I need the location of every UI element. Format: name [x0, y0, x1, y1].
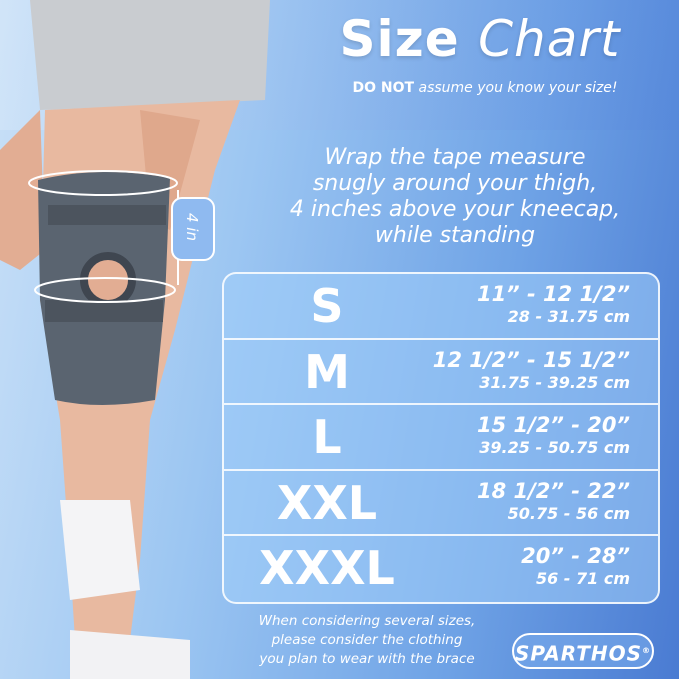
size-row: S 11” - 12 1/2” 28 - 31.75 cm [224, 274, 658, 340]
size-inches: 15 1/2” - 20” [476, 413, 630, 438]
size-row: L 15 1/2” - 20” 39.25 - 50.75 cm [224, 405, 658, 471]
title-light: Chart [478, 10, 621, 68]
title-bold: Size [339, 10, 460, 68]
page-title: Size Chart [300, 10, 660, 68]
size-cm: 31.75 - 39.25 cm [479, 372, 630, 392]
leg-with-knee-brace-photo [0, 0, 270, 679]
size-label: S [310, 279, 344, 333]
size-cm: 39.25 - 50.75 cm [479, 438, 630, 458]
size-row: M 12 1/2” - 15 1/2” 31.75 - 39.25 cm [224, 340, 658, 406]
size-cm: 56 - 71 cm [535, 569, 630, 589]
size-inches: 11” - 12 1/2” [476, 282, 630, 306]
size-cm: 50.75 - 56 cm [507, 503, 630, 523]
footer-line: When considering several sizes, [258, 613, 476, 629]
size-inches: 20” - 28” [521, 544, 630, 569]
size-label: XXXL [259, 541, 395, 596]
instruction-line: Wrap the tape measure [324, 145, 586, 170]
size-label: XXL [276, 475, 378, 530]
footer-line: you plan to wear with the brace [259, 651, 475, 667]
registered-mark: ® [642, 646, 651, 655]
instruction-line: 4 inches above your kneecap, [289, 197, 621, 222]
measure-label: 4 in [183, 213, 201, 241]
brand-logo: SPARTHOS® [512, 633, 654, 669]
subtitle-text: assume you know your size! [418, 80, 618, 96]
size-inches: 12 1/2” - 15 1/2” [432, 347, 630, 372]
size-label: M [304, 344, 350, 399]
size-row: XXXL 20” - 28” 56 - 71 cm [224, 536, 658, 602]
subtitle-warning: DO NOT [352, 80, 415, 96]
footer-line: please consider the clothing [271, 632, 463, 648]
subtitle: DO NOT assume you know your size! [300, 80, 670, 96]
size-row: XXL 18 1/2” - 22” 50.75 - 56 cm [224, 471, 658, 537]
instruction-line: snugly around your thigh, [312, 171, 598, 196]
size-table: S 11” - 12 1/2” 28 - 31.75 cm M 12 1/2” - 1… [222, 272, 660, 604]
brand-name: SPARTHOS [515, 641, 642, 666]
measuring-instructions: Wrap the tape measure snugly around your… [250, 145, 660, 249]
size-cm: 28 - 31.75 cm [507, 307, 630, 326]
size-label: L [312, 410, 342, 465]
size-inches: 18 1/2” - 22” [476, 478, 630, 503]
footer-note: When considering several sizes, please c… [232, 612, 502, 669]
instruction-line: while standing [374, 223, 536, 248]
